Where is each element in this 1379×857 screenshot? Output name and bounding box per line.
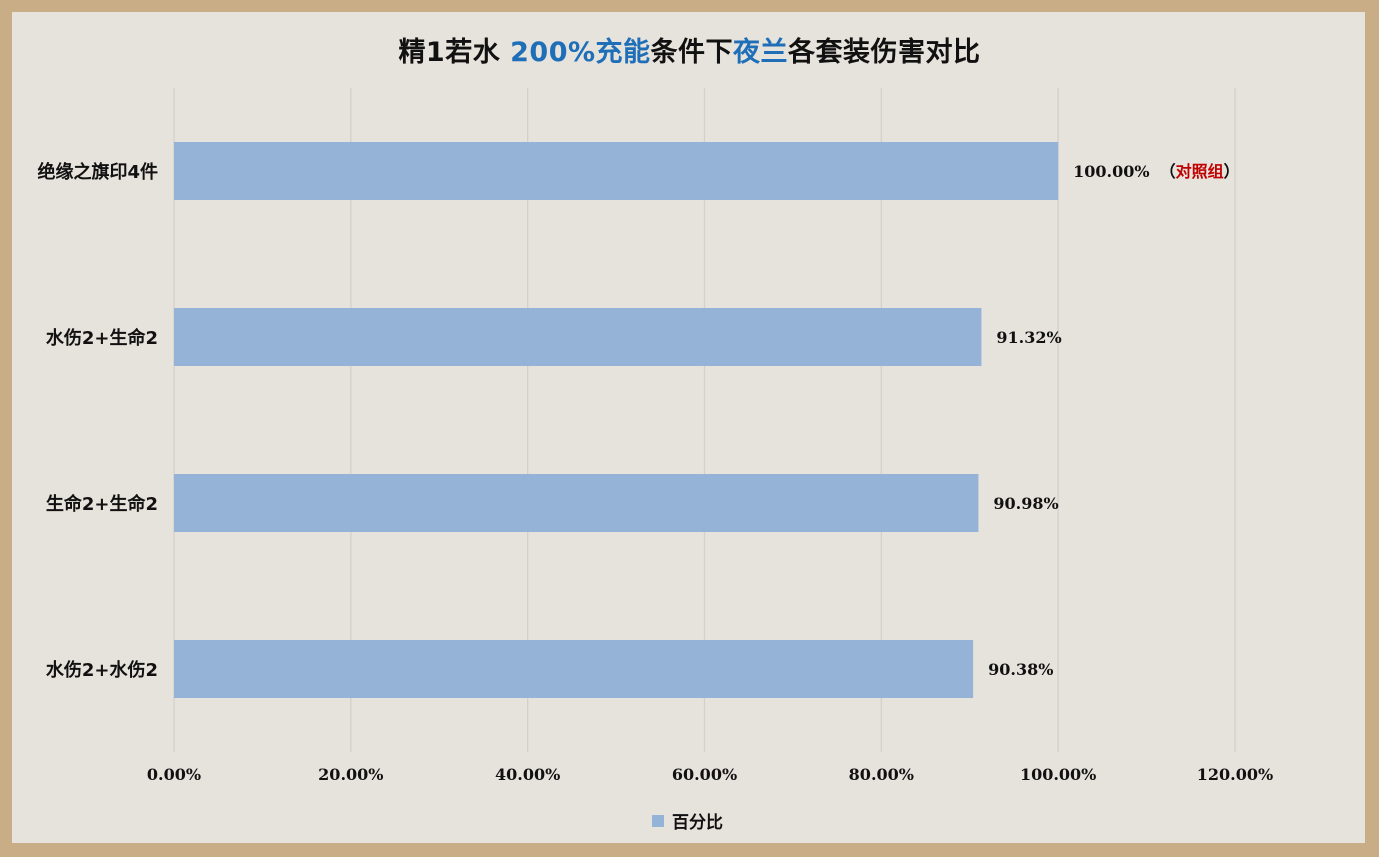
x-tick-label: 100.00%: [1020, 765, 1096, 784]
title-part-1: 精1若水: [398, 37, 511, 68]
data-label: 100.00% （对照组）: [1073, 162, 1239, 181]
legend-label: 百分比: [672, 813, 723, 833]
annotation-open: （: [1160, 162, 1176, 181]
chart-title: 精1若水 200%充能条件下夜兰各套装伤害对比: [0, 30, 1379, 69]
category-label: 水伤2+水伤2: [46, 659, 158, 681]
category-label: 水伤2+生命2: [46, 327, 158, 349]
data-label-value: 100.00%: [1073, 162, 1149, 181]
category-label: 绝缘之旗印4件: [37, 161, 158, 183]
title-part-2: 200%充能: [510, 37, 651, 68]
data-label: 90.98%: [993, 494, 1058, 513]
bar: [174, 474, 979, 532]
title-part-3: 条件下: [650, 37, 734, 68]
legend: 百分比: [652, 808, 723, 833]
data-label-value: 90.38%: [988, 660, 1053, 679]
title-part-5: 各套装伤害对比: [788, 37, 981, 68]
x-tick-label: 40.00%: [495, 765, 560, 784]
data-label-value: 91.32%: [996, 328, 1061, 347]
x-tick-label: 20.00%: [318, 765, 383, 784]
data-labels: 100.00% （对照组） 91.32% 90.98% 90.38%: [988, 162, 1240, 679]
x-tick-label: 60.00%: [672, 765, 737, 784]
x-tick-label: 0.00%: [147, 765, 201, 784]
x-tick-label: 80.00%: [849, 765, 914, 784]
bars: [174, 142, 1059, 698]
data-label: 91.32%: [996, 328, 1061, 347]
title-part-4: 夜兰: [733, 37, 789, 68]
bar: [174, 640, 974, 698]
data-label-value: 90.98%: [993, 494, 1058, 513]
bar: [174, 142, 1059, 200]
data-label: 90.38%: [988, 660, 1053, 679]
legend-swatch: [652, 814, 664, 827]
x-tick-labels: 0.00% 20.00% 40.00% 60.00% 80.00% 100.00% 120.…: [147, 765, 1273, 784]
control-group-label: 对照组: [1176, 162, 1224, 181]
category-label: 生命2+生命2: [46, 493, 158, 515]
x-tick-label: 120.00%: [1197, 765, 1273, 784]
bar: [174, 308, 982, 366]
annotation-close: ）: [1224, 162, 1240, 181]
